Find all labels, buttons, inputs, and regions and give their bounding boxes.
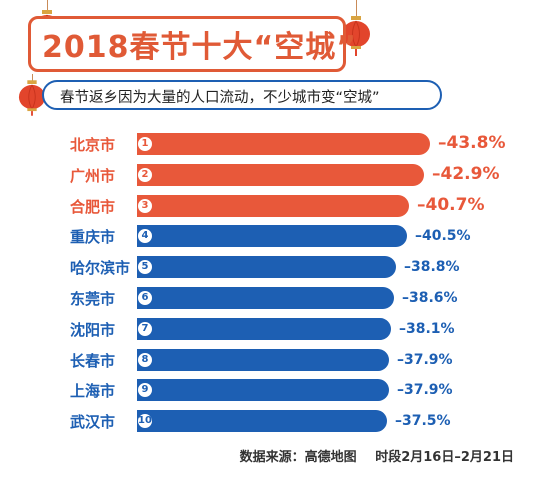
category-label: 武汉市 [70,412,134,435]
lantern-string [356,0,357,18]
lantern-icon [18,80,46,116]
value-label: –38.1% [399,320,455,337]
bar [126,379,389,402]
rank-badge: 1 [137,136,153,152]
value-label: –37.9% [397,351,453,368]
rank-badge: 10 [137,413,153,430]
value-label: –37.5% [395,413,451,430]
rank-badge: 6 [137,290,153,306]
category-label: 东莞市 [70,289,134,311]
category-label: 长春市 [70,350,134,373]
value-label: –40.5% [415,228,471,245]
category-label: 哈尔滨市 [70,258,134,281]
category-label: 上海市 [70,381,134,404]
rank-badge: 3 [137,197,153,214]
bar [126,225,407,248]
chart-subtitle: 春节返乡因为大量的人口流动，不少城市变“空城” [60,90,380,106]
data-source: 数据来源：高德地图 [239,450,357,465]
bar [126,163,424,186]
rank-badge: 4 [137,228,153,245]
rank-badge: 2 [137,166,153,183]
title-frame [28,16,346,72]
footer: 数据来源：高德地图 时段2月16日–2月21日 [240,446,514,465]
lantern-string [47,0,48,14]
bar [126,287,394,309]
rank-badge: 9 [137,382,153,399]
category-label: 沈阳市 [70,319,134,342]
value-label: –37.9% [397,382,453,399]
rank-badge: 5 [137,259,153,276]
bar [126,317,391,340]
rank-badge: 8 [137,351,153,368]
bar [126,194,409,217]
rank-badge: 7 [137,320,153,337]
category-label: 广州市 [70,165,134,188]
bar [126,133,430,155]
lantern-string [32,74,33,84]
bar [126,256,396,279]
bar [126,410,387,433]
value-label: –38.8% [404,259,460,276]
time-period: 时段2月16日–2月21日 [375,450,514,465]
chart-title: 2018春节十大“空城” [42,30,357,65]
category-label: 重庆市 [70,227,134,250]
subtitle-frame [42,80,442,110]
value-label: –43.8% [438,133,506,153]
category-label: 合肥市 [70,196,134,219]
value-label: –38.6% [402,290,458,306]
lantern-icon [342,16,370,56]
value-label: –42.9% [432,163,500,184]
bar [126,348,389,371]
value-label: –40.7% [417,194,485,215]
category-label: 北京市 [70,135,134,157]
